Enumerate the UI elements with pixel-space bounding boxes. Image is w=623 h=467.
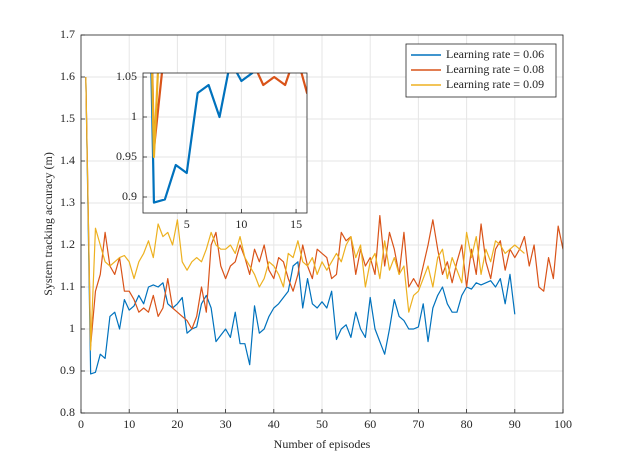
x-tick-label: 40	[268, 417, 280, 431]
inset-frame	[142, 72, 308, 214]
x-tick-label: 10	[123, 417, 135, 431]
y-tick-label: 1.7	[60, 27, 75, 41]
inset-area	[143, 73, 307, 213]
y-tick-label: 1.6	[60, 69, 75, 83]
y-tick-label: 1.5	[60, 111, 75, 125]
y-tick-label: 1.2	[60, 237, 75, 251]
y-axis-label: System tracking accuracy (m)	[41, 152, 55, 296]
x-tick-label: 90	[509, 417, 521, 431]
inset-x-tick-label: 5	[184, 217, 190, 231]
x-tick-label: 80	[461, 417, 473, 431]
legend-label: Learning rate = 0.06	[446, 47, 544, 61]
y-tick-label: 1.4	[60, 153, 75, 167]
x-axis-label: Number of episodes	[274, 437, 371, 451]
inset-x-tick-label: 15	[290, 217, 302, 231]
y-tick-label: 1	[69, 321, 75, 335]
inset-y-tick-label: 0.9	[122, 189, 137, 203]
series-line	[85, 76, 563, 347]
inset-y-tick-label: 1	[131, 109, 137, 123]
y-tick-label: 1.3	[60, 195, 75, 209]
x-tick-label: 20	[171, 417, 183, 431]
series-line	[85, 76, 516, 375]
x-tick-label: 100	[554, 417, 572, 431]
axes-frame	[80, 34, 564, 414]
inset-x-tick-label: 10	[235, 217, 247, 231]
x-tick-label: 0	[78, 417, 84, 431]
y-tick-label: 0.8	[60, 405, 75, 419]
legend-label: Learning rate = 0.09	[446, 77, 544, 91]
inset-y-tick-label: 1.05	[116, 69, 137, 83]
y-tick-label: 0.9	[60, 363, 75, 377]
legend-label: Learning rate = 0.08	[446, 62, 544, 76]
x-tick-label: 30	[220, 417, 232, 431]
x-tick-label: 70	[412, 417, 424, 431]
series-line	[85, 76, 525, 351]
x-tick-label: 50	[316, 417, 328, 431]
y-tick-label: 1.1	[60, 279, 75, 293]
x-tick-label: 60	[364, 417, 376, 431]
inset-y-tick-label: 0.95	[116, 149, 137, 163]
